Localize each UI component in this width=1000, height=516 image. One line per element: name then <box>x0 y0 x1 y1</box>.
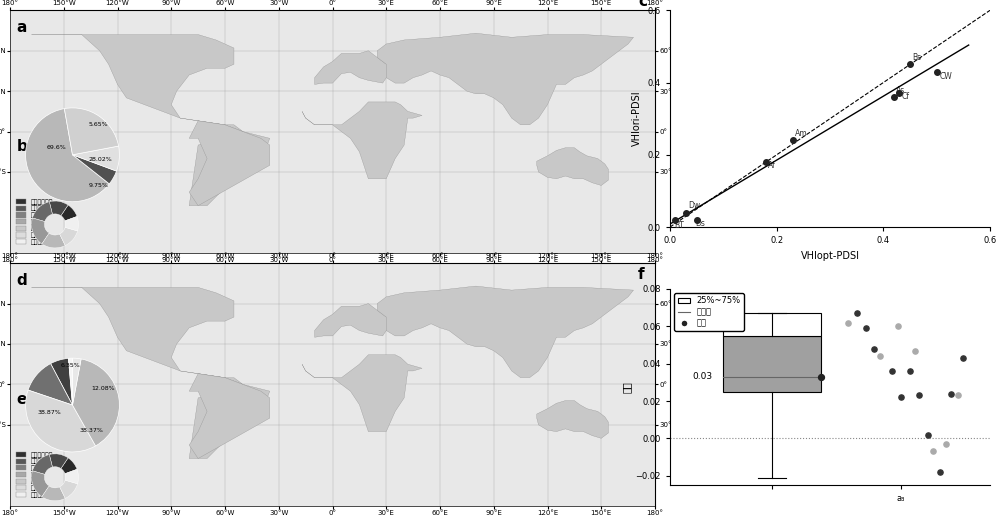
Point <box>785 136 801 144</box>
Text: Dw: Dw <box>688 201 700 211</box>
Wedge shape <box>64 108 119 155</box>
Text: c: c <box>638 0 647 9</box>
Wedge shape <box>26 108 109 202</box>
Point <box>758 158 774 166</box>
Point <box>849 309 865 317</box>
Point <box>938 440 954 448</box>
Legend: 25%~75%, 中位线, 均值: 25%~75%, 中位线, 均值 <box>674 293 744 331</box>
Text: d: d <box>16 273 27 288</box>
Point <box>891 89 907 98</box>
Wedge shape <box>65 216 78 231</box>
Text: Am: Am <box>795 129 807 138</box>
Text: 69.6%: 69.6% <box>46 146 66 150</box>
Text: CW: CW <box>939 72 952 81</box>
Point <box>929 68 945 76</box>
Bar <box>723 313 821 335</box>
Wedge shape <box>32 471 49 497</box>
Text: 5.65%: 5.65% <box>88 122 108 127</box>
Wedge shape <box>60 228 78 246</box>
Polygon shape <box>189 374 270 459</box>
Polygon shape <box>32 287 270 459</box>
Point <box>689 216 705 224</box>
Polygon shape <box>302 355 422 431</box>
Wedge shape <box>49 454 68 469</box>
Wedge shape <box>49 201 68 216</box>
Point <box>902 367 918 375</box>
Point <box>678 208 694 217</box>
Point <box>893 393 909 401</box>
Wedge shape <box>61 458 77 474</box>
Polygon shape <box>537 148 608 185</box>
Text: e: e <box>16 392 27 407</box>
Wedge shape <box>68 358 72 405</box>
Point <box>950 391 966 399</box>
Wedge shape <box>26 390 96 452</box>
Text: 28.02%: 28.02% <box>89 157 113 162</box>
Point <box>932 468 948 476</box>
Text: Ds: Ds <box>695 219 705 229</box>
Point <box>858 324 874 332</box>
Y-axis label: VHIori-PDSI: VHIori-PDSI <box>632 91 642 147</box>
Wedge shape <box>42 233 65 248</box>
Polygon shape <box>302 102 422 179</box>
Point <box>902 60 918 69</box>
Text: f: f <box>638 267 645 282</box>
Text: BT: BT <box>674 221 684 230</box>
Wedge shape <box>72 359 119 446</box>
Wedge shape <box>32 202 52 221</box>
Wedge shape <box>32 218 49 244</box>
Wedge shape <box>65 469 78 484</box>
Point <box>840 318 856 327</box>
Polygon shape <box>189 121 270 206</box>
Wedge shape <box>42 486 65 501</box>
Point <box>813 373 829 381</box>
Polygon shape <box>315 51 386 85</box>
Text: a: a <box>16 20 27 35</box>
Point <box>890 322 906 330</box>
Y-axis label: 差值: 差值 <box>621 381 631 393</box>
X-axis label: VHIopt-PDSI: VHIopt-PDSI <box>800 251 860 261</box>
Text: 6.35%: 6.35% <box>60 363 80 368</box>
Polygon shape <box>32 35 270 206</box>
Text: Cf: Cf <box>901 92 909 101</box>
Text: 12.08%: 12.08% <box>91 386 115 391</box>
Text: 9.75%: 9.75% <box>88 183 108 188</box>
Wedge shape <box>72 155 116 184</box>
Text: 0.03: 0.03 <box>693 372 713 381</box>
Legend: 极显著负相关, 显著负相关, 负相关, 不相关, 正相关, 显著正相关, 极显著正相关: 极显著负相关, 显著负相关, 负相关, 不相关, 正相关, 显著正相关, 极显著… <box>16 199 53 245</box>
Text: As: As <box>896 86 905 95</box>
Point <box>884 367 900 375</box>
Wedge shape <box>72 358 81 405</box>
Text: 38.37%: 38.37% <box>79 428 103 433</box>
Polygon shape <box>377 286 634 378</box>
Point <box>943 390 959 398</box>
Point <box>872 352 888 360</box>
Text: 38.87%: 38.87% <box>37 410 61 414</box>
Point <box>907 346 923 354</box>
Text: Af: Af <box>768 161 776 170</box>
Legend: 极显著负相关, 显著负相关, 负相关, 不相关, 正相关, 显著正相关, 极显著正相关: 极显著负相关, 显著负相关, 负相关, 不相关, 正相关, 显著正相关, 极显著… <box>16 452 53 498</box>
Wedge shape <box>72 146 119 171</box>
Polygon shape <box>537 400 608 438</box>
Point <box>955 354 971 362</box>
Point <box>866 345 882 353</box>
Wedge shape <box>51 358 72 405</box>
Text: b: b <box>16 139 27 154</box>
Wedge shape <box>60 480 78 498</box>
Wedge shape <box>61 205 77 221</box>
Point <box>886 93 902 101</box>
Polygon shape <box>315 303 386 337</box>
Wedge shape <box>28 364 72 405</box>
Point <box>925 447 941 456</box>
Wedge shape <box>32 455 52 474</box>
Point <box>911 391 927 399</box>
Text: Bs: Bs <box>913 53 922 62</box>
Point <box>920 430 936 439</box>
Bar <box>723 335 821 392</box>
Point <box>667 216 683 224</box>
Polygon shape <box>377 33 634 125</box>
